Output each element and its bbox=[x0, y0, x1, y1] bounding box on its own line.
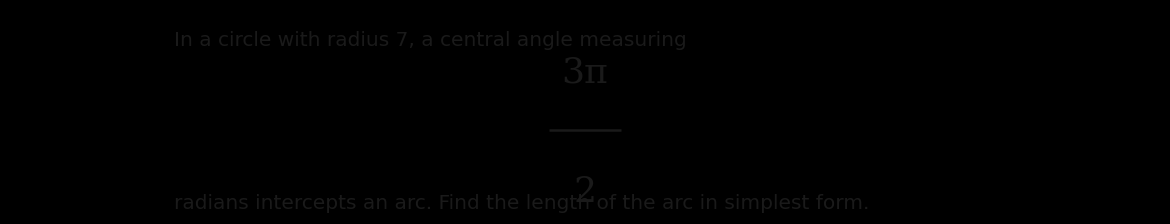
Text: radians intercepts an arc. Find the length of the arc in simplest form.: radians intercepts an arc. Find the leng… bbox=[174, 194, 869, 213]
Text: 3π: 3π bbox=[562, 56, 608, 90]
Text: In a circle with radius 7, a central angle measuring: In a circle with radius 7, a central ang… bbox=[174, 31, 687, 50]
Text: 2: 2 bbox=[573, 175, 597, 209]
